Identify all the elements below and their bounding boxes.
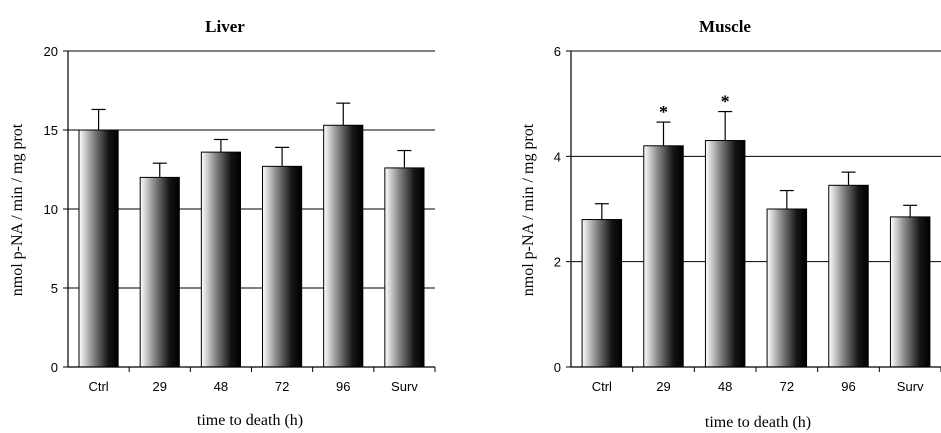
x-tick-label: 29 (153, 379, 167, 394)
bar (323, 124, 364, 368)
liver-bars (78, 102, 425, 368)
y-tick-label: 20 (44, 44, 58, 59)
significance-marker: * (659, 102, 668, 122)
significance-marker: * (721, 92, 730, 112)
x-tick-label: Ctrl (592, 379, 612, 394)
liver-axes: 0 5 10 15 20 Ctrl 29 48 72 96 Surv (44, 44, 436, 394)
y-tick-label: 15 (44, 123, 58, 138)
muscle-chart: Muscle nmol p-NA / min / mg prot time to… (520, 17, 941, 431)
x-tick-label: 72 (780, 379, 794, 394)
y-tick-label: 2 (554, 255, 561, 270)
muscle-gridlines (571, 50, 941, 263)
liver-chart: Liver nmol p-NA / min / mg prot time to … (9, 17, 436, 429)
x-tick-label: 48 (718, 379, 732, 394)
y-tick-label: 10 (44, 202, 58, 217)
liver-title: Liver (205, 17, 245, 36)
muscle-axes: 0 2 4 6 Ctrl 29 48 72 96 Surv (554, 44, 941, 394)
muscle-y-axis-label: nmol p-NA / min / mg prot (520, 123, 537, 296)
muscle-title: Muscle (699, 17, 751, 36)
x-tick-label: 48 (214, 379, 228, 394)
muscle-x-axis-label: time to death (h) (705, 414, 811, 431)
bar (828, 184, 869, 368)
liver-gridlines (68, 50, 435, 289)
bar (384, 167, 425, 368)
y-tick-label: 6 (554, 44, 561, 59)
bar (262, 165, 303, 368)
y-tick-label: 4 (554, 149, 561, 164)
liver-x-axis-label: time to death (h) (197, 412, 303, 429)
x-tick-label: 96 (336, 379, 350, 394)
muscle-bars: ** (581, 92, 931, 368)
bar (78, 129, 119, 368)
x-tick-label: 29 (656, 379, 670, 394)
bar (581, 219, 623, 368)
x-tick-label: 72 (275, 379, 289, 394)
bar (704, 140, 746, 368)
y-tick-label: 0 (51, 360, 58, 375)
x-tick-label: Surv (897, 379, 924, 394)
bar (889, 216, 931, 368)
x-tick-label: 96 (841, 379, 855, 394)
bar (139, 176, 180, 368)
liver-y-axis-label: nmol p-NA / min / mg prot (9, 123, 26, 296)
x-tick-label: Surv (391, 379, 418, 394)
y-tick-label: 0 (554, 360, 561, 375)
bar (766, 208, 808, 368)
bar (643, 145, 684, 368)
x-tick-label: Ctrl (88, 379, 108, 394)
bar (200, 151, 241, 368)
y-tick-label: 5 (51, 281, 58, 296)
